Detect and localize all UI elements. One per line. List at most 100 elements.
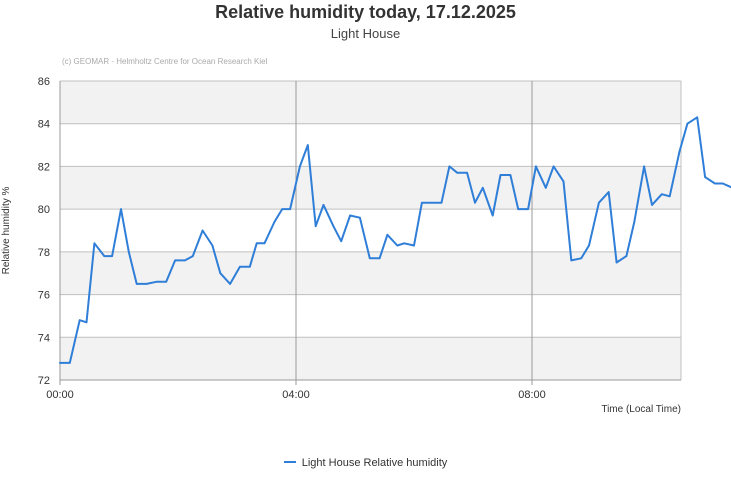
data-point [184,259,186,262]
data-point [517,208,520,210]
data-point [165,280,167,283]
axes [59,81,682,385]
data-point [332,225,335,228]
data-point [69,362,71,364]
data-point [211,244,214,247]
legend[interactable]: Light House Relative humidity [0,457,731,469]
y-tick-label: 84 [38,119,50,131]
data-point [552,165,555,168]
data-point [448,165,451,168]
y-tick-label: 76 [38,290,50,302]
data-point [229,283,231,285]
data-point [509,174,512,176]
data-point [314,225,317,228]
data-point [403,242,405,245]
plot-band [60,337,681,380]
data-point [239,266,241,268]
vertical-grid [59,81,533,380]
data-point [174,259,176,262]
data-point [219,272,222,275]
data-point [368,257,371,260]
data-point [491,214,494,217]
plot-band [60,81,681,124]
plot-band [60,166,681,210]
chart-subtitle: Light House [330,26,401,41]
data-point [562,180,565,183]
chart-title: Relative humidity today, 17.12.2025 [215,2,516,22]
legend-line-swatch [283,461,296,464]
data-point [714,182,716,185]
data-point [482,186,484,189]
data-point [643,165,645,168]
data-point [307,144,309,146]
x-axis-title: Time (Local Time) [601,404,681,415]
data-point [103,255,106,257]
series-line [59,116,731,364]
data-point [588,244,590,247]
data-point [135,283,138,285]
data-point [281,208,284,210]
data-point [678,150,681,153]
data-point [340,240,343,242]
data-point [111,255,113,257]
series-group [59,116,731,364]
data-point [378,257,381,260]
data-point [386,233,389,236]
data-point [349,214,351,217]
data-point [668,195,671,198]
plot-bands [60,81,681,380]
data-point [413,244,415,247]
x-tick-label: 00:00 [46,389,74,401]
y-tick-labels: 72 74 76 78 80 82 84 86 [38,76,50,387]
data-point [615,261,618,264]
x-tick-label: 08:00 [518,389,546,401]
y-tick-label: 74 [38,332,50,344]
data-point [607,191,610,193]
y-tick-label: 72 [38,375,50,387]
horizontal-grid [60,80,681,381]
y-tick-label: 80 [38,204,50,216]
data-point [128,251,130,253]
data-point [191,255,194,257]
x-tick-labels: 00:00 04:00 08:00 [46,389,546,401]
data-point [721,182,724,185]
data-point [289,208,291,210]
data-point [704,176,706,178]
data-point [273,221,276,223]
data-point [598,201,600,204]
data-point [633,221,636,223]
y-tick-label: 86 [38,76,50,88]
data-point [201,229,204,232]
y-tick-label: 78 [38,247,50,259]
data-point [430,201,433,204]
data-point [396,244,399,247]
data-point [466,172,468,174]
legend-label: Light House Relative humidity [301,457,448,469]
data-point [359,216,361,219]
data-point [59,362,61,364]
credits-text: (c) GEOMAR - Helmholtz Centre for Ocean … [62,57,268,66]
data-point [570,259,573,262]
data-point [145,283,148,285]
data-point [535,165,537,168]
data-point [421,201,423,204]
data-point [651,204,653,206]
data-point [696,116,698,119]
data-point [263,242,266,245]
data-point [661,193,663,195]
data-point [322,204,325,206]
data-point [544,186,547,189]
data-point [686,122,689,125]
data-point [440,201,443,204]
data-point [299,165,301,168]
data-point [85,321,88,324]
data-point [155,280,158,283]
data-point [527,208,529,210]
data-point [120,208,122,210]
data-point [255,242,258,245]
data-point [456,172,459,174]
y-axis-title: Relative humidity % [1,186,12,274]
data-point [580,257,582,260]
data-point [499,174,502,176]
